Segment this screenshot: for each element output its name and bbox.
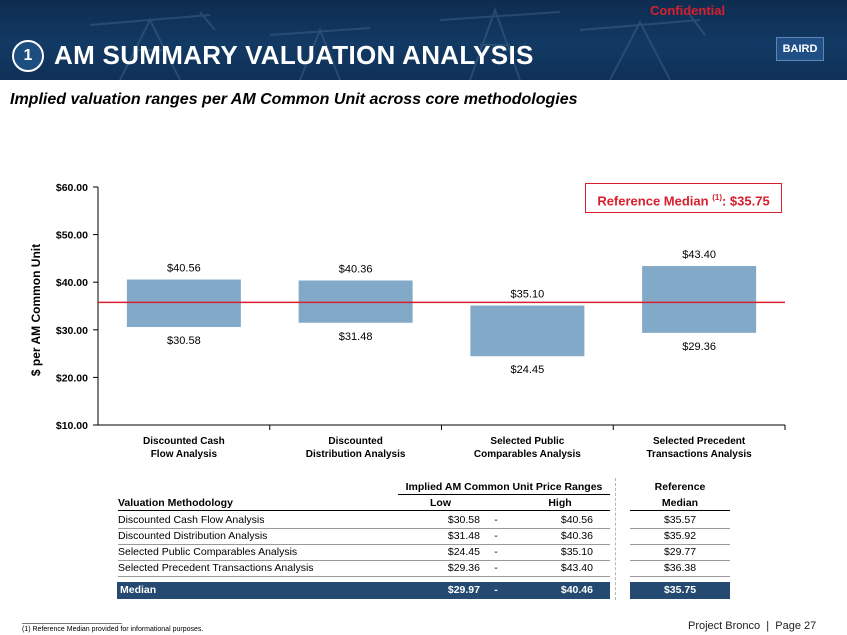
table-row-method: Discounted Distribution Analysis [118,530,268,542]
median-row-bar [117,582,610,599]
baird-logo: BAIRD [776,37,824,61]
table-row-low: $30.58 [447,514,480,526]
header-banner: Confidential 1 AM SUMMARY VALUATION ANAL… [0,0,847,80]
reference-median-label: Reference Median [597,193,709,209]
y-tick-label: $50.00 [56,230,88,242]
confidential-label: Confidential [650,3,726,18]
reference-header-line2: Median [661,497,699,509]
table-row-method: Selected Precedent Transactions Analysis [118,562,314,574]
table-row-divider-ref [630,560,730,561]
footnote-rule [22,623,122,624]
x-category-label: Selected Precedent [653,436,746,447]
median-row-bar-ref [630,582,730,599]
range-bar [298,280,413,323]
table-row-median: $35.57 [663,514,697,526]
table-row-divider [118,544,610,545]
table-row-sep: - [494,514,498,526]
x-category-label: Discounted Cash [143,436,225,447]
table-row-low: $29.36 [447,562,480,574]
x-category-label: Flow Analysis [151,449,218,460]
table-row-divider-ref [630,544,730,545]
bar-low-label: $29.36 [682,341,716,353]
section-number-badge: 1 [12,40,44,72]
y-tick-label: $40.00 [56,277,88,289]
range-bar [642,266,757,333]
range-bar [470,305,585,357]
table-row-method: Selected Public Comparables Analysis [118,546,298,558]
range-bar [126,279,241,328]
table-row-low: $24.45 [447,546,480,558]
oil-pump-background-graphic [89,7,706,80]
table-row-method: Discounted Cash Flow Analysis [118,514,265,526]
x-category-label: Distribution Analysis [306,449,406,460]
bar-low-label: $31.48 [339,331,373,343]
chart-labels: $40.56 $30.58 Discounted Cash Flow Analysis… [143,249,752,460]
page-number: Page 27 [775,620,817,632]
project-name: Project Bronco [688,620,761,632]
table-row-divider-ref [630,576,730,577]
y-tick-label: $60.00 [56,182,88,194]
median-row-ref: $35.75 [663,584,697,596]
table-row-high: $43.40 [560,562,593,574]
header-underline [118,510,610,511]
table-row-high: $40.56 [560,514,593,526]
reference-median-value: : $35.75 [721,193,770,209]
table-row-divider [118,560,610,561]
group-header-underline [398,494,610,495]
y-axis-label: $ per AM Common Unit [29,244,43,376]
bar-high-label: $43.40 [682,249,716,261]
table-row-low: $31.48 [447,530,480,542]
valuation-range-chart: $10.00 $20.00 $30.00 $40.00 $50.00 $60.00 $40… [29,182,786,460]
bar-high-label: $40.56 [167,263,201,275]
table-column-divider [615,478,616,600]
reference-footnote-marker: (1) [712,193,722,202]
page-footer: Project Bronco | Page 27 [688,620,816,632]
bar-high-label: $40.36 [339,263,373,275]
table-row-sep: - [494,530,498,542]
table-row-divider-ref [630,528,730,529]
table-row-sep: - [494,546,498,558]
chart-bars [98,266,785,357]
bar-high-label: $35.10 [511,289,545,301]
median-row-label: Median [120,584,157,596]
x-category-label: Transactions Analysis [647,449,753,460]
table-row-median: $29.77 [663,546,697,558]
y-tick-label: $10.00 [56,420,88,432]
x-category-label: Comparables Analysis [474,449,581,460]
col-header-methodology: Valuation Methodology [118,497,233,509]
table-row-divider [118,528,610,529]
table-row-high: $40.36 [560,530,593,542]
subtitle: Implied valuation ranges per AM Common U… [10,91,578,108]
y-tick-label: $30.00 [56,325,88,337]
median-row-sep: - [494,584,498,596]
x-category-label: Discounted [328,436,382,447]
reference-median-box: Reference Median (1): $35.75 [585,183,782,213]
table-row-median: $35.92 [663,530,697,542]
table-row-median: $36.38 [663,562,697,574]
median-row-high: $40.46 [560,584,593,596]
reference-header-line1: Reference [654,481,706,493]
footnote: (1) Reference Median provided for inform… [22,626,204,633]
chart-axes: $10.00 $20.00 $30.00 $40.00 $50.00 $60.00 [56,182,786,432]
table-row-sep: - [494,562,498,574]
table-row-divider [118,576,610,577]
y-tick-label: $20.00 [56,372,88,384]
col-header-high: High [548,497,572,509]
median-header-underline [630,510,730,511]
table-group-header: Implied AM Common Unit Price Ranges [405,481,603,493]
bar-low-label: $24.45 [511,364,545,376]
footer-separator: | [766,620,770,632]
page-title: AM SUMMARY VALUATION ANALYSIS [54,40,534,70]
table-row-high: $35.10 [560,546,593,558]
col-header-low: Low [430,497,451,509]
median-row-low: $29.97 [447,584,480,596]
bar-low-label: $30.58 [167,335,201,347]
x-category-label: Selected Public [490,436,564,447]
